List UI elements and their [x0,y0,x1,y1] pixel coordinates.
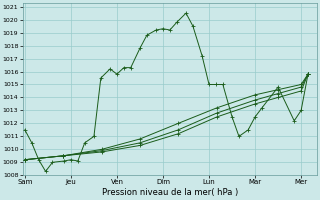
X-axis label: Pression niveau de la mer( hPa ): Pression niveau de la mer( hPa ) [102,188,238,197]
